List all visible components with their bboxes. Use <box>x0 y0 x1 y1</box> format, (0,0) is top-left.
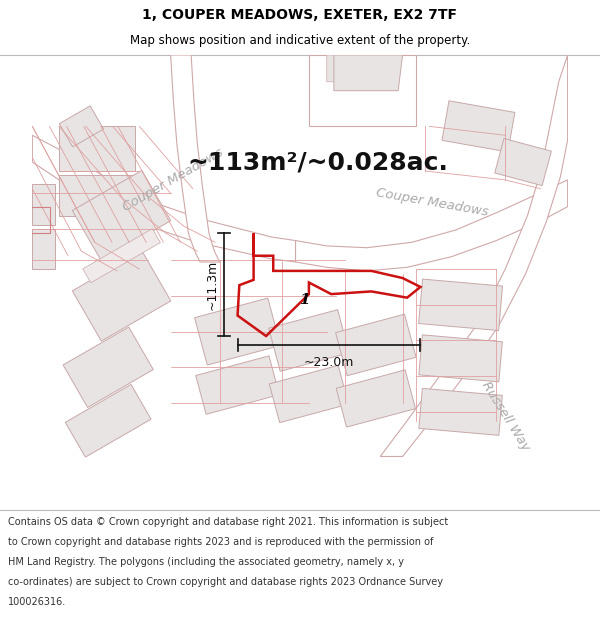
Text: Russell Way: Russell Way <box>479 379 532 453</box>
Text: 1, COUPER MEADOWS, EXETER, EX2 7TF: 1, COUPER MEADOWS, EXETER, EX2 7TF <box>143 8 458 22</box>
Text: ~23.0m: ~23.0m <box>304 356 354 369</box>
Text: co-ordinates) are subject to Crown copyright and database rights 2023 Ordnance S: co-ordinates) are subject to Crown copyr… <box>8 577 443 587</box>
Polygon shape <box>296 180 568 271</box>
Text: Couper Meadows: Couper Meadows <box>375 186 489 219</box>
Polygon shape <box>309 55 416 126</box>
Polygon shape <box>73 251 171 341</box>
Polygon shape <box>83 229 160 282</box>
Text: to Crown copyright and database rights 2023 and is reproduced with the permissio: to Crown copyright and database rights 2… <box>8 537 433 547</box>
Text: 1: 1 <box>299 293 310 308</box>
Polygon shape <box>269 366 349 423</box>
Polygon shape <box>59 176 135 216</box>
Text: Map shows position and indicative extent of the property.: Map shows position and indicative extent… <box>130 34 470 47</box>
Polygon shape <box>59 106 104 147</box>
Polygon shape <box>442 101 515 152</box>
Polygon shape <box>495 139 551 186</box>
Polygon shape <box>336 370 415 427</box>
Text: ~11.3m: ~11.3m <box>206 259 219 310</box>
Text: Contains OS data © Crown copyright and database right 2021. This information is : Contains OS data © Crown copyright and d… <box>8 517 448 527</box>
Polygon shape <box>334 55 403 91</box>
Polygon shape <box>65 384 151 457</box>
Polygon shape <box>380 55 568 456</box>
Polygon shape <box>73 171 171 261</box>
Polygon shape <box>32 229 55 269</box>
Polygon shape <box>269 310 349 371</box>
Polygon shape <box>32 135 296 262</box>
Polygon shape <box>196 356 280 414</box>
Polygon shape <box>419 335 502 382</box>
Polygon shape <box>59 126 135 171</box>
Polygon shape <box>63 327 153 408</box>
Polygon shape <box>335 314 416 376</box>
Polygon shape <box>194 298 281 365</box>
Text: Couper Meadows: Couper Meadows <box>121 146 226 214</box>
Polygon shape <box>170 55 220 262</box>
Polygon shape <box>32 184 55 224</box>
Text: ~113m²/~0.028ac.: ~113m²/~0.028ac. <box>187 150 448 174</box>
Text: HM Land Registry. The polygons (including the associated geometry, namely x, y: HM Land Registry. The polygons (includin… <box>8 557 404 567</box>
Text: 100026316.: 100026316. <box>8 597 66 607</box>
Polygon shape <box>419 279 503 331</box>
Polygon shape <box>419 388 502 436</box>
Polygon shape <box>327 55 394 82</box>
